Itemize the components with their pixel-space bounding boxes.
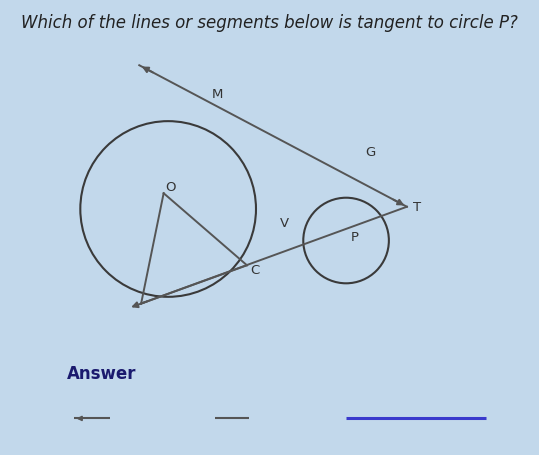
Text: G: G <box>366 146 376 159</box>
Text: Which of the lines or segments below is tangent to circle P?: Which of the lines or segments below is … <box>21 14 518 32</box>
Text: Answer: Answer <box>67 364 136 383</box>
Text: O: O <box>165 181 176 193</box>
Text: T: T <box>413 201 421 214</box>
Text: P: P <box>351 230 359 243</box>
Text: V: V <box>280 217 289 229</box>
Text: C: C <box>251 264 260 277</box>
Text: M: M <box>212 87 223 101</box>
